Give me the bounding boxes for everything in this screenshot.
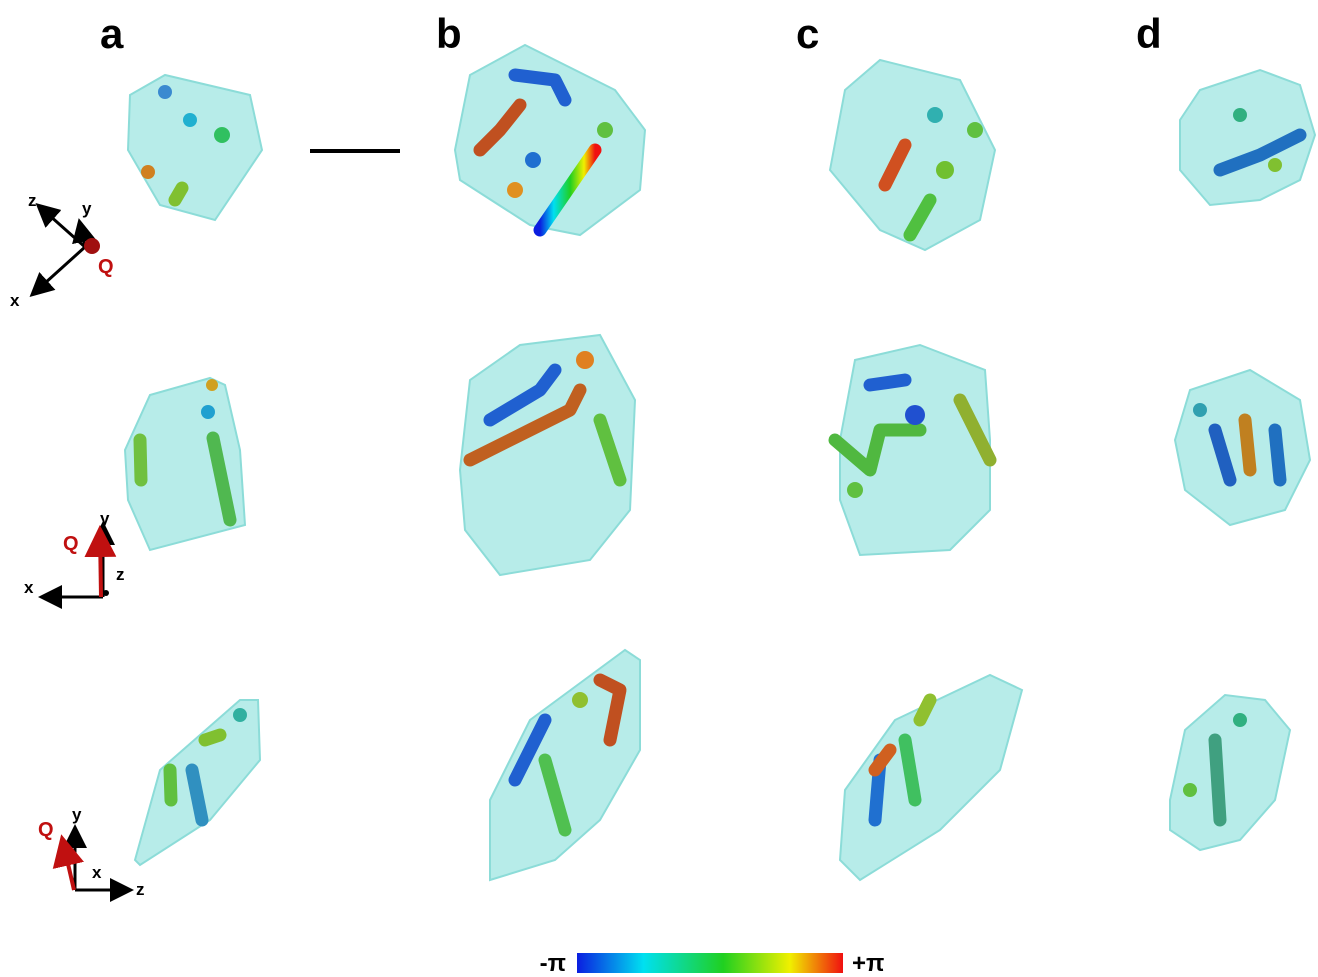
defect-blob bbox=[183, 113, 197, 127]
label: Q bbox=[63, 533, 79, 555]
defect-blob bbox=[158, 85, 172, 99]
defect-blob bbox=[576, 351, 594, 369]
label: y bbox=[72, 805, 82, 824]
defect-blob bbox=[201, 405, 215, 419]
label: -π bbox=[540, 950, 566, 977]
axis-triad: z y Q x bbox=[10, 191, 114, 310]
defect-line bbox=[205, 735, 220, 740]
defect-blob bbox=[1233, 108, 1247, 122]
defect-blob bbox=[1193, 403, 1207, 417]
defect-blob bbox=[525, 152, 541, 168]
defect-blob bbox=[927, 107, 943, 123]
defect-blob bbox=[1268, 158, 1282, 172]
defect-blob bbox=[572, 692, 588, 708]
crystal-shape bbox=[1170, 695, 1290, 850]
axis-arrow bbox=[63, 842, 74, 890]
axis-arrow bbox=[34, 247, 85, 293]
defect-blob bbox=[936, 161, 954, 179]
axis-triad: y Q z x bbox=[24, 509, 125, 597]
crystal-shape bbox=[128, 75, 262, 220]
defect-blob bbox=[507, 182, 523, 198]
defect-blob bbox=[905, 405, 925, 425]
label: x bbox=[92, 863, 102, 882]
defect-blob bbox=[1233, 713, 1247, 727]
label: Q bbox=[98, 256, 114, 278]
defect-blob bbox=[967, 122, 983, 138]
label: z bbox=[28, 191, 37, 210]
colorbar: -π +π bbox=[540, 950, 885, 977]
label: a bbox=[100, 10, 124, 57]
defect-line bbox=[1275, 430, 1280, 480]
label: y bbox=[82, 199, 92, 218]
crystals bbox=[125, 45, 1315, 880]
axis-arrow bbox=[40, 207, 85, 247]
defect-blob bbox=[206, 379, 218, 391]
label: c bbox=[796, 10, 819, 57]
defect-blob bbox=[597, 122, 613, 138]
label: d bbox=[1136, 10, 1162, 57]
defect-line bbox=[140, 440, 141, 480]
defect-line bbox=[920, 700, 930, 720]
label: z bbox=[116, 565, 125, 584]
label: y bbox=[100, 509, 110, 528]
label: x bbox=[10, 291, 20, 310]
defect-blob bbox=[214, 127, 230, 143]
defect-line bbox=[870, 380, 905, 385]
defect-line bbox=[1215, 740, 1220, 820]
label: b bbox=[436, 10, 462, 57]
defect-blob bbox=[103, 590, 109, 596]
defect-blob bbox=[847, 482, 863, 498]
defect-blob bbox=[141, 165, 155, 179]
shape bbox=[577, 953, 843, 973]
panel-labels: a b c d bbox=[100, 10, 1162, 57]
defect-blob bbox=[233, 708, 247, 722]
defects bbox=[140, 75, 1300, 830]
defect-blob bbox=[1183, 783, 1197, 797]
crystal-shape bbox=[840, 345, 990, 555]
axis-arrow bbox=[100, 533, 101, 597]
label: +π bbox=[852, 950, 884, 977]
axis-triad: Q y x z bbox=[38, 805, 145, 899]
defect-line bbox=[1245, 420, 1250, 470]
label: z bbox=[136, 880, 145, 899]
defect-line bbox=[175, 188, 182, 200]
figure: a b c d z y Q x y Q z x bbox=[0, 0, 1318, 977]
label: x bbox=[24, 578, 34, 597]
label: Q bbox=[38, 819, 54, 841]
defect-line bbox=[170, 770, 171, 800]
defect-blob bbox=[84, 238, 100, 254]
